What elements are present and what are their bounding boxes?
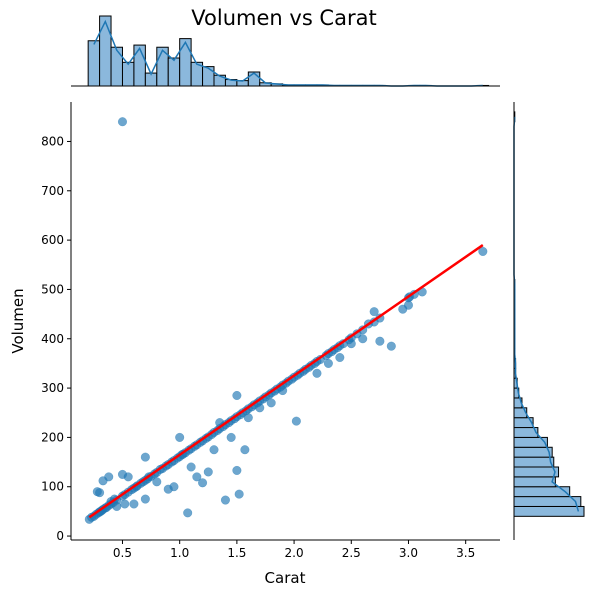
- scatter-point: [234, 489, 244, 499]
- marginal-x-bar: [110, 46, 123, 87]
- scatter-point: [232, 390, 242, 401]
- marginal-x-bar: [202, 66, 215, 87]
- y-tick-label: 500: [41, 282, 64, 296]
- scatter-point: [312, 368, 322, 378]
- scatter-point: [209, 445, 219, 455]
- scatter-point: [375, 336, 385, 346]
- scatter-point: [186, 462, 196, 472]
- scatter-point: [140, 452, 150, 462]
- y-tick-label: 600: [41, 233, 64, 247]
- scatter-point: [478, 246, 488, 257]
- scatter-point: [386, 341, 396, 351]
- x-tick-label: 1.5: [227, 546, 246, 560]
- scatter-point: [183, 508, 193, 518]
- chart-title: Volumen vs Carat: [191, 6, 376, 30]
- scatter-point: [192, 472, 202, 482]
- scatter-point: [403, 300, 414, 310]
- marginal-y-bar: [513, 476, 556, 488]
- y-tick-label: 0: [56, 529, 64, 543]
- marginal-y-bar: [513, 505, 585, 517]
- scatter-point: [152, 477, 162, 487]
- y-tick-label: 400: [41, 332, 64, 346]
- y-axis-label: Volumen: [9, 288, 27, 353]
- scatter-point: [369, 307, 379, 317]
- marginal-x-bar: [87, 40, 101, 87]
- scatter-point: [203, 467, 213, 477]
- marginal-x-bar: [167, 57, 181, 87]
- x-tick-label: 1.0: [170, 546, 189, 560]
- scatter-point: [92, 487, 102, 497]
- scatter-point: [323, 358, 333, 368]
- marginal-x-bar: [179, 38, 192, 87]
- marginal-x-bar: [99, 15, 112, 87]
- x-axis-label: Carat: [265, 569, 306, 587]
- y-tick-label: 300: [41, 381, 64, 395]
- scatter-point: [226, 432, 236, 442]
- regression-line: [88, 244, 484, 519]
- x-tick-label: 2.5: [342, 546, 361, 560]
- scatter-point: [291, 416, 301, 426]
- x-tick-label: 3.5: [456, 546, 475, 560]
- x-tick-label: 2.0: [285, 546, 304, 560]
- marginal-y-bar: [513, 456, 555, 468]
- marginal-x-histogram: [71, 15, 500, 87]
- scatter-point: [232, 465, 242, 476]
- y-tick-label: 800: [41, 134, 64, 148]
- scatter-point: [358, 334, 368, 344]
- x-tick-label: 3.0: [399, 546, 418, 560]
- scatter-point: [198, 478, 208, 488]
- scatter-point: [175, 432, 185, 442]
- scatter-point: [123, 472, 133, 482]
- scatter-point: [163, 484, 173, 494]
- scatter-point: [240, 445, 250, 455]
- regression-line-path: [88, 244, 484, 519]
- marginal-x-bar: [133, 44, 146, 87]
- scatter-point: [140, 494, 150, 504]
- scatter-point: [129, 499, 139, 509]
- marginal-y-bar: [513, 496, 582, 507]
- scatter-points: [84, 117, 488, 524]
- y-tick-label: 100: [41, 480, 64, 494]
- y-tick-label: 200: [41, 430, 64, 444]
- scatter-point: [117, 117, 128, 127]
- y-tick-label: 700: [41, 184, 64, 198]
- scatter-point: [120, 499, 130, 509]
- scatter-point: [335, 352, 345, 363]
- scatter-point: [266, 398, 276, 408]
- x-tick-label: 0.5: [113, 546, 132, 560]
- marginal-y-histogram: [513, 102, 585, 540]
- marginal-x-bar: [121, 61, 135, 87]
- marginal-y-bar: [513, 446, 553, 458]
- scatter-point: [220, 495, 230, 505]
- marginal-y-bar: [513, 466, 560, 478]
- scatter-point: [104, 472, 114, 482]
- main-axes: 0.5 1.0 1.5 2.0 2.5 3.0 3.5 0 100 200 300 400 500 600…: [41, 102, 500, 560]
